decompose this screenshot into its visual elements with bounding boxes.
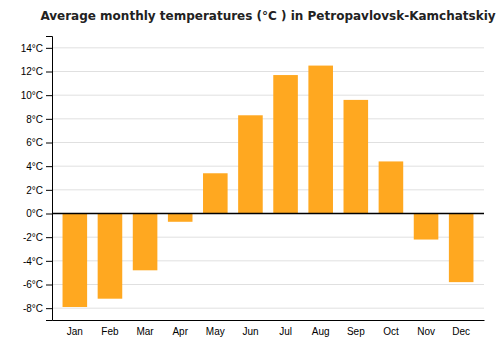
y-axis: -8°C -6°C -4°C -2°C 0°C 2°C 4°C 6°C 8°C 10°C 12°C 1… [21,37,53,321]
y-tick: -2°C [23,232,52,243]
x-tick-label: Jul [279,326,292,337]
bar [168,214,193,222]
zero-line [52,213,484,215]
grid-line [52,95,484,96]
x-tick-label: Nov [417,326,435,337]
x-tick-label: Mar [136,326,154,337]
x-tick: May [206,320,225,337]
y-tick-mark [46,95,52,96]
x-tick: Oct [383,320,399,337]
x-tick-label: May [206,326,225,337]
bar [133,214,158,271]
y-tick: 6°C [26,137,52,148]
bar [63,214,88,307]
y-tick-label: 4°C [26,161,43,172]
x-tick-label: Aug [312,326,330,337]
x-tick: Dec [452,320,470,337]
y-tick-mark [46,285,52,286]
grid-line [52,47,484,48]
y-tick-mark [46,48,52,49]
bar [203,173,228,213]
x-tick-label: Apr [172,326,188,337]
x-axis-line [53,320,485,321]
y-tick: 4°C [26,161,52,172]
x-tick: Jun [242,320,258,337]
y-tick-mark [46,237,52,238]
y-tick-label: -6°C [23,279,43,290]
y-tick: -6°C [23,279,52,290]
bar [308,66,333,214]
bar [238,115,263,213]
x-tick-label: Oct [383,326,399,337]
bar [379,161,404,213]
x-tick: Nov [417,320,435,337]
x-tick: Feb [101,320,119,337]
y-tick-mark [46,214,52,215]
plot: -8°C -6°C -4°C -2°C 0°C 2°C 4°C 6°C 8°C 10°C 12°C 1… [21,37,485,338]
bars [63,66,474,307]
grid-line [52,142,484,143]
grid-line [52,213,484,214]
chart: -8°C -6°C -4°C -2°C 0°C 2°C 4°C 6°C 8°C 10°C 12°C 1… [0,0,500,350]
x-tick-label: Sep [347,326,365,337]
x-tick: Mar [136,320,154,337]
y-axis-line [46,37,53,321]
grid-line [52,166,484,167]
y-tick: -4°C [23,256,52,267]
x-axis: Jan Feb Mar Apr May Jun Jul Aug Sep Oct Nov Dec [53,320,485,337]
y-tick-mark [46,166,52,167]
x-tick-label: Dec [452,326,470,337]
y-tick-label: -8°C [23,303,43,314]
bar [344,100,369,214]
y-tick: 2°C [26,185,52,196]
title: Average monthly temperatures (°C ) in Pe… [40,9,495,23]
y-tick-label: -2°C [23,232,43,243]
y-tick: 14°C [21,43,52,54]
y-tick: 10°C [21,90,52,101]
x-tick-label: Feb [101,326,119,337]
y-tick-label: 2°C [26,185,43,196]
y-tick: -8°C [23,303,52,314]
y-tick-label: 6°C [26,137,43,148]
x-tick-label: Jan [67,326,83,337]
y-tick: 8°C [26,114,52,125]
y-tick-label: 8°C [26,114,43,125]
x-tick: Jul [279,320,292,337]
bar [98,214,123,299]
bar [449,214,474,283]
bar [414,214,439,240]
y-tick-label: 10°C [21,90,43,101]
x-tick: Apr [172,320,188,337]
grid-line [52,118,484,119]
y-tick-mark [46,119,52,120]
y-tick-mark [46,143,52,144]
x-tick-label: Jun [242,326,258,337]
y-tick-mark [46,308,52,309]
x-tick: Jan [67,320,83,337]
grid-line [52,308,484,309]
x-tick: Sep [347,320,365,337]
y-tick-label: 12°C [21,66,43,77]
y-tick-label: -4°C [23,256,43,267]
y-tick-label: 0°C [26,208,43,219]
grid-line [52,71,484,72]
y-tick: 12°C [21,66,52,77]
grid [52,48,484,308]
y-tick-mark [46,190,52,191]
bar [273,75,298,213]
x-tick: Aug [312,320,330,337]
y-tick-label: 14°C [21,43,43,54]
grid-line [52,189,484,190]
y-tick-mark [46,261,52,262]
y-tick-mark [46,72,52,73]
y-tick: 0°C [26,208,52,219]
